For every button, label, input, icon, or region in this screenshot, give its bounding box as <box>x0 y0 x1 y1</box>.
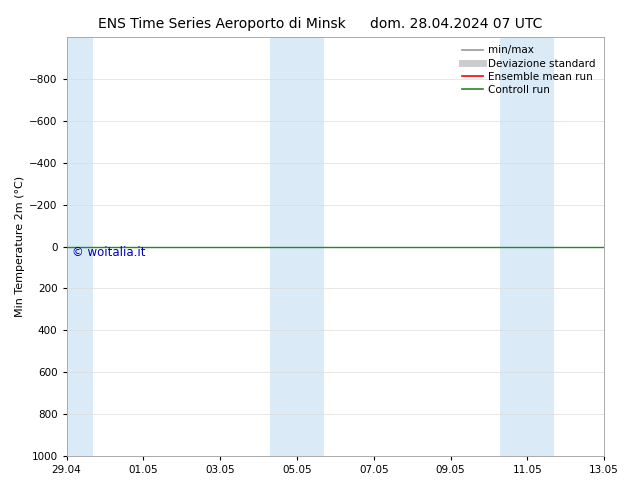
Text: ENS Time Series Aeroporto di Minsk: ENS Time Series Aeroporto di Minsk <box>98 17 346 31</box>
Text: dom. 28.04.2024 07 UTC: dom. 28.04.2024 07 UTC <box>370 17 543 31</box>
Bar <box>270 37 324 456</box>
Legend: min/max, Deviazione standard, Ensemble mean run, Controll run: min/max, Deviazione standard, Ensemble m… <box>459 42 599 98</box>
Text: © woitalia.it: © woitalia.it <box>72 246 145 259</box>
Bar <box>55 37 93 456</box>
Y-axis label: Min Temperature 2m (°C): Min Temperature 2m (°C) <box>15 176 25 317</box>
Bar <box>500 37 554 456</box>
